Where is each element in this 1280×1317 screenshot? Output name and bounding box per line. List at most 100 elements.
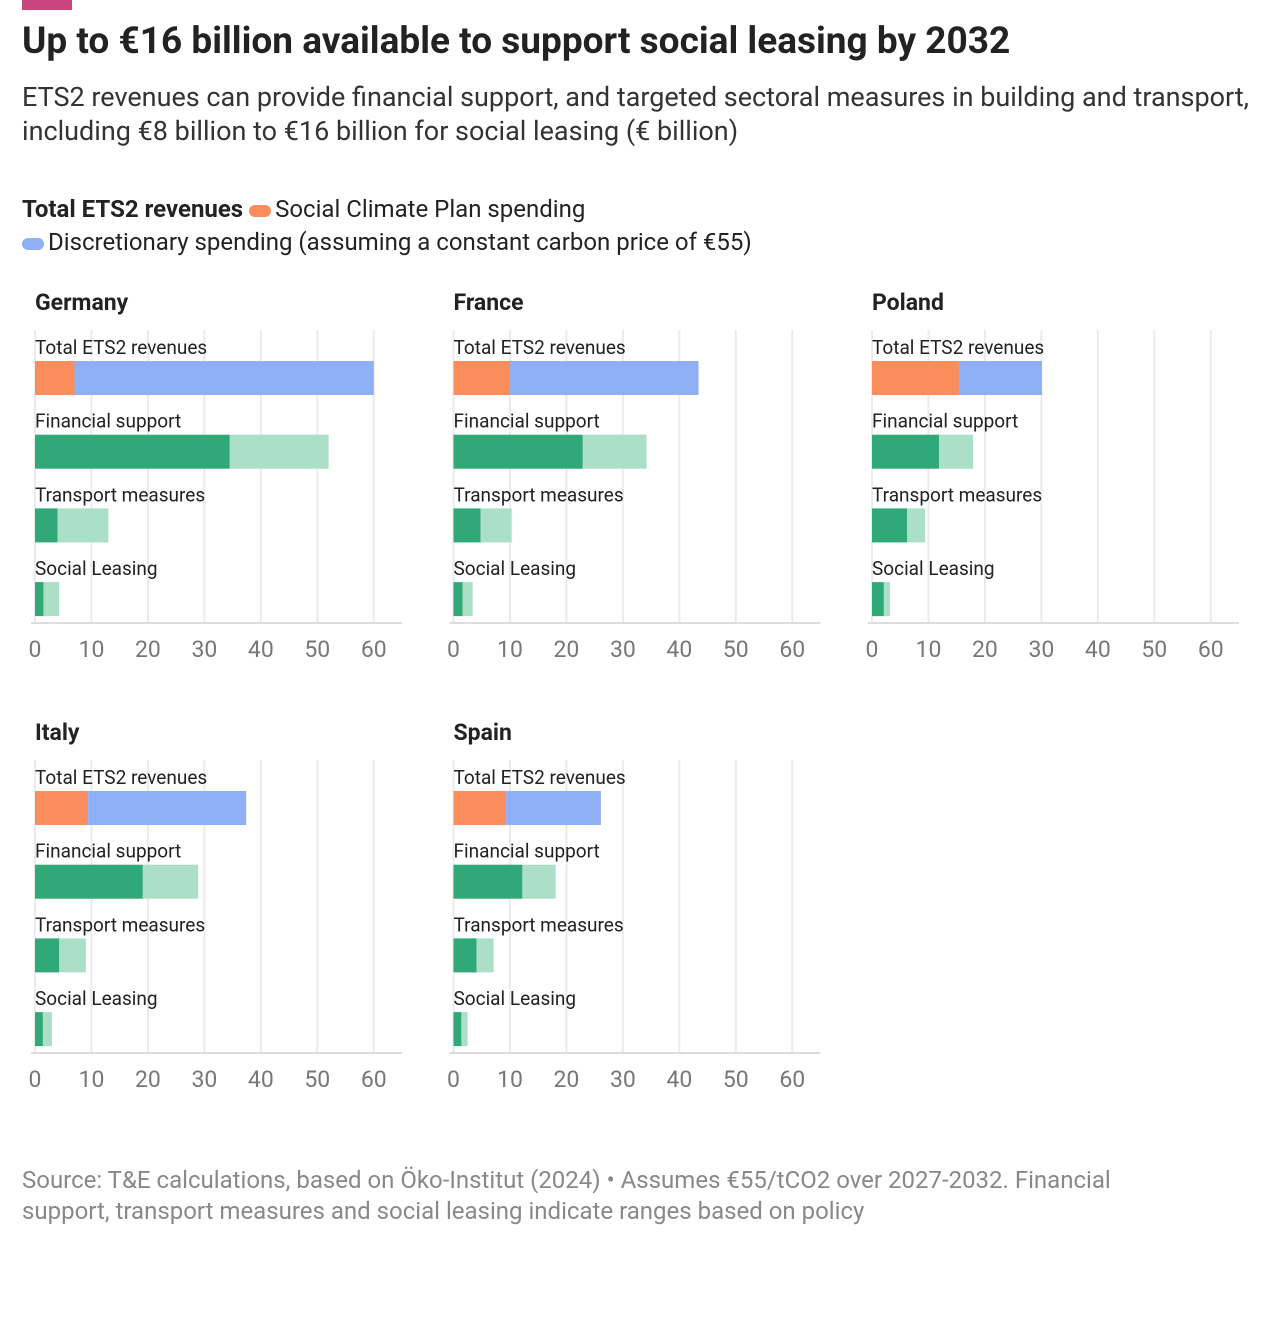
bar-segment (74, 361, 374, 395)
x-tick-label: 40 (666, 636, 692, 663)
x-tick-label: 0 (29, 636, 42, 663)
bar-segment (88, 791, 247, 825)
x-tick-label: 40 (248, 1066, 274, 1093)
x-tick-label: 0 (447, 1066, 460, 1093)
bar-segment (453, 864, 523, 899)
bar-segment (57, 508, 109, 543)
category-label: Financial support (454, 410, 600, 433)
x-tick-label: 40 (1085, 636, 1111, 663)
category-label: Total ETS2 revenues (35, 336, 207, 359)
x-tick-label: 10 (497, 636, 523, 663)
x-tick-label: 10 (497, 1066, 523, 1093)
bar-segment (522, 864, 556, 899)
bar-segment (35, 361, 75, 395)
bar-segment (872, 508, 908, 543)
bar-segment (907, 508, 926, 543)
title: Up to €16 billion available to support s… (22, 20, 1011, 63)
panel-title: Spain (454, 719, 512, 746)
bar-segment (453, 434, 583, 469)
x-tick-label: 50 (304, 636, 330, 663)
category-label: Financial support (35, 840, 181, 863)
category-label: Social Leasing (454, 557, 577, 580)
x-tick-label: 60 (779, 1066, 805, 1093)
bar-segment (35, 508, 58, 543)
x-tick-label: 0 (447, 636, 460, 663)
x-tick-label: 60 (779, 636, 805, 663)
category-label: Transport measures (454, 913, 624, 936)
bar-segment (453, 508, 481, 543)
bar-segment (229, 434, 329, 469)
x-tick-label: 20 (135, 636, 161, 663)
bar-segment (453, 938, 477, 973)
category-label: Social Leasing (35, 557, 158, 580)
bar-segment (42, 1012, 52, 1047)
bar-segment (476, 938, 494, 973)
legend-label: Discretionary spending (assuming a const… (48, 228, 752, 256)
bar-segment (958, 361, 1042, 395)
panel-title: Italy (35, 719, 80, 746)
x-tick-label: 50 (723, 1066, 749, 1093)
bar-segment (872, 361, 959, 395)
accent-bar (22, 0, 72, 10)
source: Source: T&E calculations, based on Öko-I… (22, 1166, 1111, 1225)
category-label: Financial support (454, 840, 600, 863)
category-label: Transport measures (35, 913, 205, 936)
bar-segment (480, 508, 512, 543)
category-label: Financial support (872, 410, 1018, 433)
x-tick-label: 50 (1141, 636, 1167, 663)
legend-swatch (22, 237, 44, 250)
category-label: Total ETS2 revenues (872, 336, 1044, 359)
legend-label: Social Climate Plan spending (275, 195, 586, 223)
bar-segment (43, 582, 60, 617)
x-tick-label: 30 (191, 1066, 217, 1093)
bar-segment (453, 582, 463, 617)
bar-segment (453, 791, 506, 825)
legend: Total ETS2 revenues Social Climate Plan … (22, 193, 752, 259)
bar-segment (462, 582, 473, 617)
bar-segment (35, 864, 143, 899)
bar-segment (883, 582, 891, 617)
category-label: Total ETS2 revenues (454, 766, 626, 789)
x-tick-label: 20 (135, 1066, 161, 1093)
bar-segment (35, 791, 89, 825)
bar-segment (939, 434, 974, 469)
x-tick-label: 50 (304, 1066, 330, 1093)
x-tick-label: 30 (191, 636, 217, 663)
bar-segment (872, 434, 940, 469)
x-tick-label: 60 (361, 636, 387, 663)
bar-segment (35, 434, 230, 469)
x-tick-label: 20 (972, 636, 998, 663)
bar-segment (35, 938, 60, 973)
x-tick-label: 60 (361, 1066, 387, 1093)
x-tick-label: 30 (1028, 636, 1054, 663)
x-tick-label: 0 (866, 636, 879, 663)
category-label: Transport measures (35, 483, 205, 506)
legend-title: Total ETS2 revenues (22, 195, 244, 223)
category-label: Transport measures (872, 483, 1042, 506)
x-tick-label: 10 (916, 636, 942, 663)
bar-segment (59, 938, 86, 973)
bar-segment (35, 582, 44, 617)
bar-segment (142, 864, 199, 899)
legend-swatch (249, 204, 272, 217)
x-tick-label: 40 (248, 636, 274, 663)
bar-segment (509, 361, 699, 395)
bar-segment (872, 582, 884, 617)
bar-segment (453, 1012, 462, 1047)
bar-segment (461, 1012, 468, 1047)
bar-segment (582, 434, 647, 469)
panel-title: Poland (872, 289, 944, 316)
x-tick-label: 10 (79, 1066, 105, 1093)
category-label: Total ETS2 revenues (454, 336, 626, 359)
bar-segment (35, 1012, 43, 1047)
subtitle: ETS2 revenues can provide financial supp… (22, 81, 1249, 147)
x-tick-label: 10 (79, 636, 105, 663)
x-tick-label: 30 (610, 636, 636, 663)
x-tick-label: 60 (1198, 636, 1224, 663)
x-tick-label: 20 (553, 636, 579, 663)
x-tick-label: 0 (29, 1066, 42, 1093)
x-tick-label: 50 (723, 636, 749, 663)
x-tick-label: 40 (666, 1066, 692, 1093)
